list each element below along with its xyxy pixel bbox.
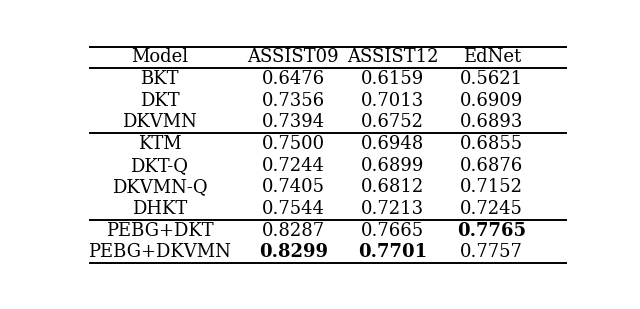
Text: 0.7213: 0.7213 <box>361 200 424 218</box>
Text: EdNet: EdNet <box>463 49 521 66</box>
Text: 0.6899: 0.6899 <box>361 157 424 175</box>
Text: 0.7405: 0.7405 <box>262 178 324 196</box>
Text: 0.7701: 0.7701 <box>358 243 427 261</box>
Text: 0.5621: 0.5621 <box>460 70 524 88</box>
Text: ASSIST12: ASSIST12 <box>347 49 438 66</box>
Text: DKT: DKT <box>140 92 179 110</box>
Text: DKVMN-Q: DKVMN-Q <box>111 178 207 196</box>
Text: 0.8287: 0.8287 <box>262 222 325 240</box>
Text: 0.6752: 0.6752 <box>361 113 424 131</box>
Text: 0.6893: 0.6893 <box>460 113 524 131</box>
Text: 0.7765: 0.7765 <box>457 222 526 240</box>
Text: 0.7244: 0.7244 <box>262 157 324 175</box>
Text: 0.7500: 0.7500 <box>262 135 325 153</box>
Text: PEBG+DKT: PEBG+DKT <box>106 222 213 240</box>
Text: 0.6159: 0.6159 <box>361 70 424 88</box>
Text: 0.6876: 0.6876 <box>460 157 524 175</box>
Text: PEBG+DKVMN: PEBG+DKVMN <box>88 243 231 261</box>
Text: 0.6812: 0.6812 <box>361 178 424 196</box>
Text: 0.7013: 0.7013 <box>361 92 424 110</box>
Text: Model: Model <box>131 49 188 66</box>
Text: DHKT: DHKT <box>132 200 187 218</box>
Text: 0.7394: 0.7394 <box>262 113 325 131</box>
Text: 0.7665: 0.7665 <box>361 222 424 240</box>
Text: 0.7152: 0.7152 <box>460 178 523 196</box>
Text: ASSIST09: ASSIST09 <box>248 49 339 66</box>
Text: DKT-Q: DKT-Q <box>131 157 188 175</box>
Text: 0.7544: 0.7544 <box>262 200 324 218</box>
Text: 0.8299: 0.8299 <box>259 243 328 261</box>
Text: 0.7757: 0.7757 <box>460 243 523 261</box>
Text: 0.6476: 0.6476 <box>262 70 325 88</box>
Text: 0.6909: 0.6909 <box>460 92 524 110</box>
Text: 0.7356: 0.7356 <box>262 92 325 110</box>
Text: 0.6948: 0.6948 <box>361 135 424 153</box>
Text: 0.6855: 0.6855 <box>460 135 524 153</box>
Text: BKT: BKT <box>140 70 179 88</box>
Text: DKVMN: DKVMN <box>122 113 196 131</box>
Text: 0.7245: 0.7245 <box>460 200 523 218</box>
Text: KTM: KTM <box>138 135 181 153</box>
